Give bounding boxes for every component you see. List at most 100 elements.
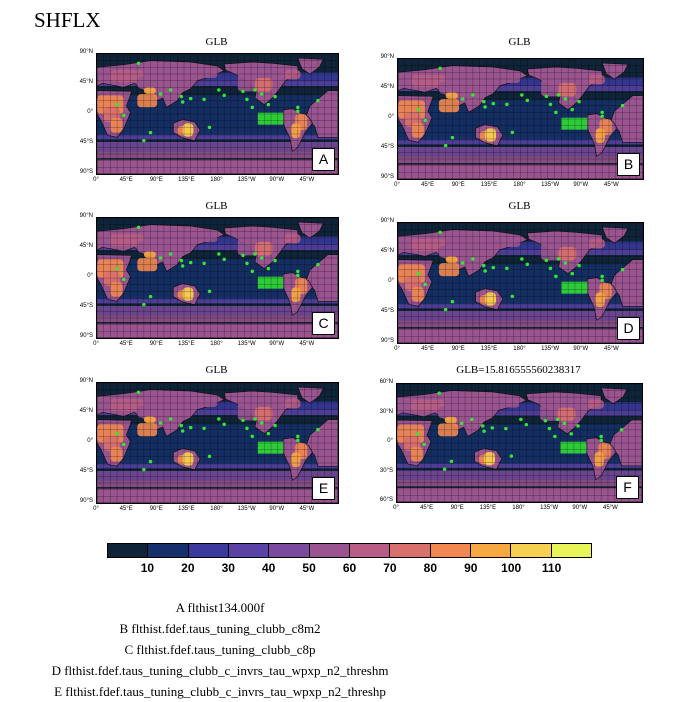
significance-marker (416, 107, 421, 112)
significance-marker (510, 130, 515, 135)
significance-marker (510, 294, 515, 299)
panel-letter: F (616, 476, 639, 499)
significance-marker (148, 294, 153, 299)
flux-patch (445, 256, 458, 263)
flux-patch (254, 78, 273, 92)
map-svg (398, 59, 643, 179)
significance-marker (296, 105, 300, 110)
lat-tick-label: 45°N (79, 79, 93, 85)
flux-patch (197, 235, 218, 242)
significance-marker (450, 135, 455, 140)
significance-block (257, 441, 284, 454)
significance-marker (416, 271, 421, 276)
flux-patch (485, 292, 496, 306)
continent-shape (97, 90, 338, 138)
flux-patch (254, 407, 273, 421)
flux-patch (182, 123, 194, 137)
significance-marker (471, 93, 475, 97)
significance-marker (217, 417, 221, 421)
flux-patch (284, 399, 301, 409)
flux-patch (588, 75, 605, 85)
lon-tick-label: 135°W (541, 182, 560, 188)
colorbar-swatch (551, 544, 591, 557)
map-svg (97, 383, 338, 503)
flux-patch (182, 452, 194, 466)
lat-tick-label: 45°N (79, 408, 93, 414)
lat-tick-label: 0° (87, 438, 93, 444)
significance-marker (569, 432, 573, 436)
significance-marker (180, 429, 185, 433)
flux-patch (444, 416, 457, 424)
panel-letter: B (617, 153, 640, 176)
lon-tick-label: 135°W (540, 505, 559, 511)
significance-marker (296, 269, 300, 274)
lon-tick-label: 45°E (119, 177, 133, 183)
significance-marker (136, 61, 141, 66)
significance-block (257, 276, 284, 289)
panel-title: GLB (205, 364, 228, 376)
significance-marker (520, 257, 524, 261)
significance-marker (520, 93, 524, 97)
significance-marker (548, 266, 553, 271)
lon-tick-label: 45°W (604, 182, 619, 188)
lat-tick-label: 60°S (379, 497, 393, 503)
colorbar-swatch (390, 544, 431, 557)
colorbar-tick-label: 40 (261, 561, 276, 575)
flux-patch (499, 401, 520, 408)
map-frame: F (396, 383, 643, 503)
significance-marker (266, 266, 271, 271)
lon-tick-label: 45°W (299, 341, 315, 347)
significance-marker (250, 434, 255, 439)
flux-patch (557, 407, 576, 421)
flux-patch (291, 287, 301, 302)
colorbar-swatch (511, 544, 552, 557)
lat-tick-label: 45°N (380, 248, 394, 254)
significance-marker (180, 264, 185, 268)
panel-title: GLB (205, 200, 228, 212)
map-frame: A (96, 53, 339, 175)
lat-tick-label: 0° (87, 109, 93, 115)
flux-patch (437, 406, 472, 419)
flux-patch (587, 399, 604, 409)
significance-marker (556, 257, 561, 261)
flux-patch (137, 405, 171, 418)
lat-tick-label: 30°N (379, 408, 393, 415)
significance-marker (253, 88, 257, 92)
continent-shape (398, 95, 643, 143)
lon-tick-label: 135°W (237, 177, 256, 183)
lon-tick-label: 180° (513, 182, 526, 188)
significance-marker (273, 94, 277, 99)
significance-marker (483, 269, 487, 273)
lon-tick-label: 135°E (178, 506, 195, 512)
significance-marker (296, 438, 300, 443)
significance-marker (122, 442, 126, 447)
colorbar-labels: 10 20 30 40 50 60 70 80 90 100 110 (107, 561, 592, 577)
significance-marker (459, 421, 464, 426)
significance-marker (148, 459, 153, 464)
significance-marker (202, 426, 206, 431)
significance-marker (482, 429, 486, 433)
lon-tick-label: 90°W (573, 182, 589, 188)
flux-patch (110, 234, 144, 246)
significance-marker (600, 274, 604, 279)
lon-tick-label: 180° (513, 346, 526, 352)
flux-patch (411, 287, 424, 302)
significance-marker (449, 459, 454, 464)
flux-patch (182, 287, 194, 301)
significance-marker (217, 252, 221, 256)
flux-patch (595, 292, 605, 307)
panel-letter: C (312, 312, 335, 335)
significance-marker (180, 100, 185, 104)
map-svg (398, 223, 643, 343)
significance-marker (553, 434, 557, 439)
significance-marker (259, 256, 264, 260)
colorbar-swatch (188, 544, 229, 557)
panel-letter: D (617, 317, 640, 340)
significance-marker (480, 424, 485, 428)
significance-marker (115, 102, 119, 107)
colorbar-swatch (269, 544, 310, 557)
flux-patch (110, 399, 144, 411)
colorbar-swatch (309, 544, 350, 557)
lon-tick-label: 135°E (178, 341, 195, 347)
significance-marker (122, 277, 126, 282)
